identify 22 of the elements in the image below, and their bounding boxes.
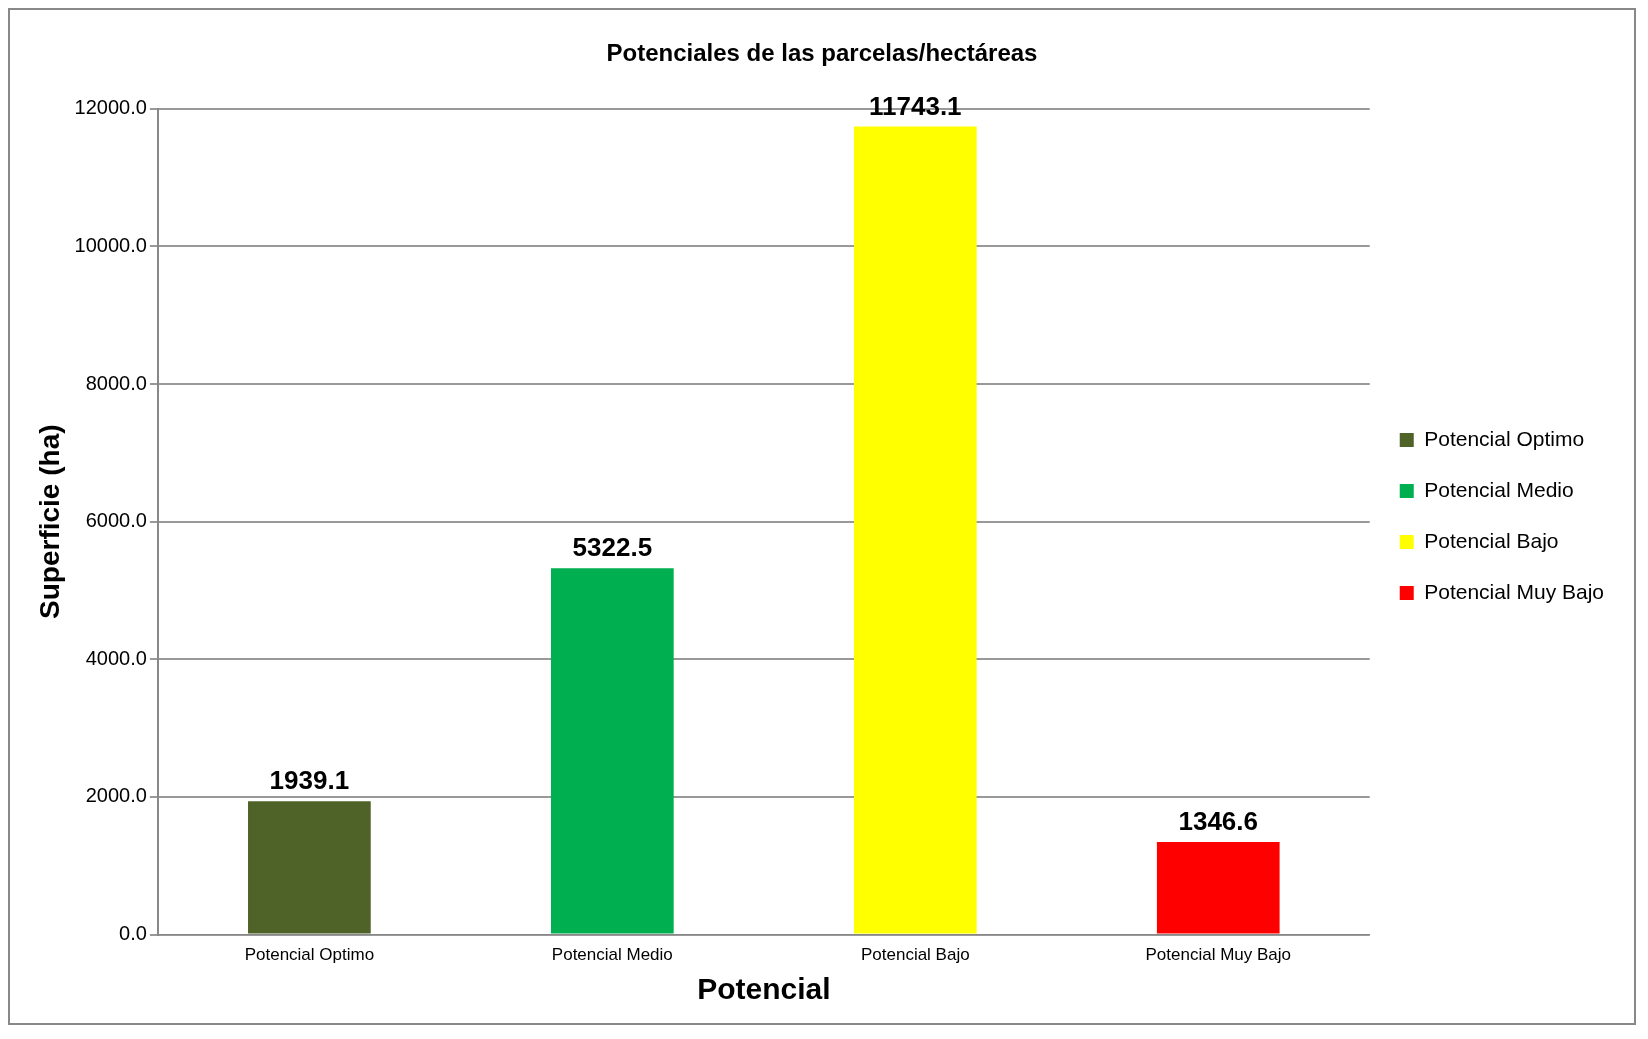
x-tick-label: Potencial Muy Bajo bbox=[1145, 945, 1292, 965]
x-tick-label: Potencial Bajo bbox=[860, 945, 970, 965]
data-label: 1939.1 bbox=[269, 765, 350, 796]
x-axis-title: Potencial bbox=[697, 972, 831, 1006]
y-tick-label: 12000.0 bbox=[74, 96, 147, 119]
y-axis-title: Superficie (ha) bbox=[33, 424, 65, 619]
chart-title: Potenciales de las parcelas/hectáreas bbox=[606, 39, 1038, 67]
x-tick-label: Potencial Optimo bbox=[244, 945, 375, 965]
legend-label: Potencial Medio bbox=[1424, 477, 1574, 501]
y-tick-label: 4000.0 bbox=[85, 646, 147, 669]
y-tick-label: 10000.0 bbox=[74, 233, 147, 256]
legend-label: Potencial Bajo bbox=[1424, 528, 1559, 552]
data-label: 5322.5 bbox=[572, 532, 653, 563]
y-tick-label: 2000.0 bbox=[85, 784, 147, 807]
legend-label: Potencial Muy Bajo bbox=[1424, 579, 1604, 603]
y-tick-label: 8000.0 bbox=[85, 371, 147, 394]
y-tick-label: 6000.0 bbox=[85, 509, 147, 532]
y-tick-label: 0.0 bbox=[119, 922, 147, 945]
legend-label: Potencial Optimo bbox=[1424, 426, 1585, 450]
data-label: 1346.6 bbox=[1178, 806, 1259, 837]
data-label: 11743.1 bbox=[869, 90, 962, 121]
x-tick-label: Potencial Medio bbox=[551, 945, 673, 965]
